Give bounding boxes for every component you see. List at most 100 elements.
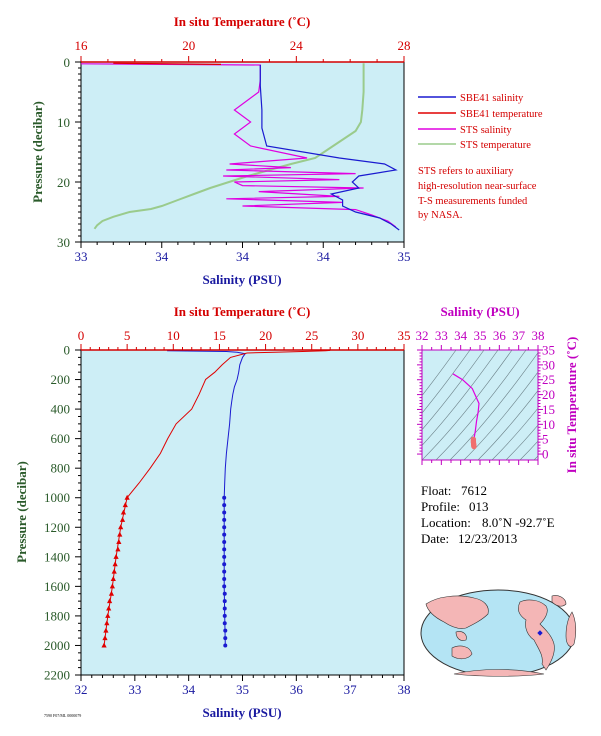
bottom-temp-tick-labels: 0 5 10 15 20 25 30 35 <box>78 328 411 343</box>
bottom-temp-tick-label: 10 <box>167 328 180 343</box>
density-contour <box>463 371 538 460</box>
ts-series-group <box>452 373 480 450</box>
salinity-marker <box>222 613 227 618</box>
salinity-marker <box>222 599 227 604</box>
sts-note: STS refers to auxiliary high-resolution … <box>418 166 537 221</box>
temperature-marker <box>106 605 112 611</box>
float-label: Float: <box>421 483 451 498</box>
series-sbe41-temperature <box>113 62 222 65</box>
top-sal-tick-3: 34 <box>317 249 331 264</box>
density-contour <box>422 350 457 397</box>
profile-value: 013 <box>469 499 489 514</box>
temperature-marker <box>119 516 126 522</box>
density-contour <box>491 407 538 460</box>
density-contour <box>422 350 513 460</box>
temperature-marker <box>102 635 108 641</box>
ts-temp-tick-label: 5 <box>542 432 549 447</box>
bottom-pres-tick-label: 1000 <box>44 490 70 505</box>
bottom-pres-tick-labels: 0 200 400 600 800 1000 1200 1400 1600 1800 2000 220… <box>44 343 70 683</box>
bottom-tick-group <box>75 344 405 681</box>
top-sal-tick-4: 35 <box>398 249 411 264</box>
ts-temp-tick-label: 35 <box>542 343 555 358</box>
salinity-marker <box>222 562 227 567</box>
map-float-marker <box>537 630 543 636</box>
bottom-temp-tick-label: 20 <box>259 328 272 343</box>
temperature-marker <box>118 524 124 530</box>
temperature-marker <box>107 598 113 604</box>
salinity-marker <box>222 621 227 626</box>
temperature-marker <box>115 546 121 552</box>
date-value: 12/23/2013 <box>458 531 517 546</box>
top-temp-tick-2: 24 <box>290 38 304 53</box>
top-sal-tick-1: 34 <box>155 249 169 264</box>
salinity-marker <box>222 576 227 581</box>
density-contour <box>422 350 471 414</box>
salinity-marker <box>222 525 227 530</box>
temperature-marker <box>122 502 128 508</box>
bottom-pres-tick-label: 2000 <box>44 638 70 653</box>
ts-temp-tick-label: 0 <box>542 447 549 462</box>
salinity-marker <box>222 569 227 574</box>
bottom-pres-tick-label: 200 <box>51 372 71 387</box>
bottom-pres-tick-label: 600 <box>51 431 71 446</box>
temperature-marker <box>103 627 109 633</box>
salinity-marker <box>222 510 227 515</box>
bottom-pres-tick-label: 1200 <box>44 520 70 535</box>
bottom-sal-tick-label: 38 <box>398 682 411 697</box>
bottom-temp-tick-label: 5 <box>124 328 131 343</box>
map-land-greenland <box>551 595 567 607</box>
bottom-sal-tick-labels: 32 33 34 35 36 37 38 <box>75 682 411 697</box>
ts-sal-tick-label: 36 <box>493 328 507 343</box>
top-pres-axis-title: Pressure (decibar) <box>30 101 45 203</box>
location-value: 8.0˚N -92.7˚E <box>482 515 555 530</box>
map-land-antarctica <box>453 669 545 677</box>
legend-label-sts-temperature: STS temperature <box>460 140 531 151</box>
salinity-marker <box>222 554 227 559</box>
ts-temp-tick-label: 25 <box>542 372 555 387</box>
top-pres-tick-1: 10 <box>57 115 70 130</box>
map-land-africa <box>565 611 577 647</box>
top-temp-tick-3: 28 <box>398 38 411 53</box>
ts-temp-axis-title: In situ Temperature (˚C) <box>564 337 579 474</box>
bottom-sal-tick-label: 37 <box>344 682 358 697</box>
profile-label: Profile: <box>421 499 460 514</box>
ts-sal-tick-labels: 32 33 34 35 36 37 38 <box>416 328 545 343</box>
map-land-americas <box>518 599 555 671</box>
bottom-pres-axis-title: Pressure (decibar) <box>14 461 29 563</box>
footer-id: 7590 F07/ML 0000079 <box>44 713 81 718</box>
bottom-series-group <box>101 349 331 648</box>
salinity-marker <box>222 495 227 500</box>
bottom-sal-tick-label: 32 <box>75 682 88 697</box>
temperature-marker <box>109 583 115 589</box>
ts-tick-group <box>417 345 543 465</box>
temperature-marker <box>117 531 123 537</box>
temperature-marker <box>101 642 107 648</box>
map-land-seasia <box>455 631 467 641</box>
location-label: Location: <box>421 515 471 530</box>
series-salinity <box>167 350 247 646</box>
salinity-marker <box>222 591 227 596</box>
ts-temp-tick-label: 15 <box>542 402 555 417</box>
ts-temp-tick-label: 20 <box>542 387 555 402</box>
temperature-marker <box>104 620 110 626</box>
ts-deep-point <box>471 444 477 450</box>
bottom-temp-tick-label: 30 <box>351 328 364 343</box>
ts-plot-area <box>421 349 539 461</box>
salinity-marker <box>222 547 227 552</box>
salinity-marker <box>222 606 227 611</box>
bottom-sal-tick-label: 35 <box>236 682 249 697</box>
top-pres-tick-0: 0 <box>64 55 71 70</box>
map-land-australia <box>451 645 473 660</box>
temperature-marker <box>111 568 117 574</box>
ts-curve <box>452 373 480 441</box>
top-series-group <box>80 62 400 231</box>
legend-label-sbe41-salinity: SBE41 salinity <box>460 93 524 104</box>
ts-sal-tick-label: 33 <box>435 328 448 343</box>
salinity-marker <box>223 643 228 648</box>
salinity-marker <box>222 532 227 537</box>
density-contour <box>519 440 538 460</box>
bottom-sal-tick-label: 34 <box>182 682 196 697</box>
temperature-marker <box>108 590 115 596</box>
sts-note-line-1: STS refers to auxiliary <box>418 166 514 177</box>
